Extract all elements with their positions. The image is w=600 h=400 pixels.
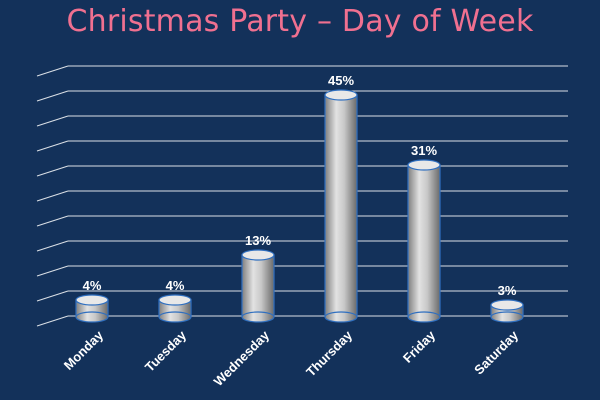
value-label: 4% [166, 278, 185, 293]
gridline-depth [36, 115, 69, 127]
bar-top [158, 294, 192, 306]
value-label: 45% [328, 73, 354, 88]
bar-wednesday [241, 249, 275, 323]
gridline-depth [36, 290, 69, 302]
bar-base [241, 311, 275, 323]
bar-monday [75, 294, 109, 323]
x-tick-label: Monday [61, 327, 107, 373]
value-label: 31% [411, 143, 437, 158]
gridline-depth [36, 65, 69, 77]
value-label: 13% [245, 233, 271, 248]
x-tick-labels: Monday Tuesday Wednesday Thursday Friday Satu… [61, 327, 522, 389]
x-tick-label: Wednesday [211, 327, 273, 389]
gridline-depth [36, 140, 69, 152]
gridline-depth [36, 315, 69, 327]
bar-base [490, 311, 524, 323]
x-tick-label: Tuesday [142, 327, 190, 375]
bar-saturday [490, 299, 524, 323]
bars [75, 89, 524, 323]
bar-base [158, 311, 192, 323]
bar-body [242, 255, 274, 317]
bar-friday [407, 159, 441, 323]
bar-top [490, 299, 524, 311]
gridline-depth [36, 240, 69, 252]
gridline-depth [36, 190, 69, 202]
bar-top [241, 249, 275, 261]
x-tick-label: Thursday [303, 327, 356, 380]
value-label: 3% [498, 283, 517, 298]
bar-base [407, 311, 441, 323]
gridline-depth [36, 90, 69, 102]
bar-top [407, 159, 441, 171]
chart-title: Christmas Party – Day of Week [66, 4, 534, 39]
bar-thursday [324, 89, 358, 323]
gridline-depth [36, 265, 69, 277]
gridline-depth [36, 215, 69, 227]
value-label: 4% [83, 278, 102, 293]
x-tick-label: Saturday [471, 327, 521, 377]
value-labels: 4% 4% 13% 45% 31% 3% [83, 73, 517, 298]
gridlines [36, 65, 568, 327]
bar-base [324, 311, 358, 323]
x-tick-label: Friday [400, 327, 439, 366]
bar-body [325, 95, 357, 317]
bar-tuesday [158, 294, 192, 323]
gridline-depth [36, 165, 69, 177]
bar-top [75, 294, 109, 306]
bar-base [75, 311, 109, 323]
bar-body [408, 165, 440, 317]
bar-top [324, 89, 358, 101]
